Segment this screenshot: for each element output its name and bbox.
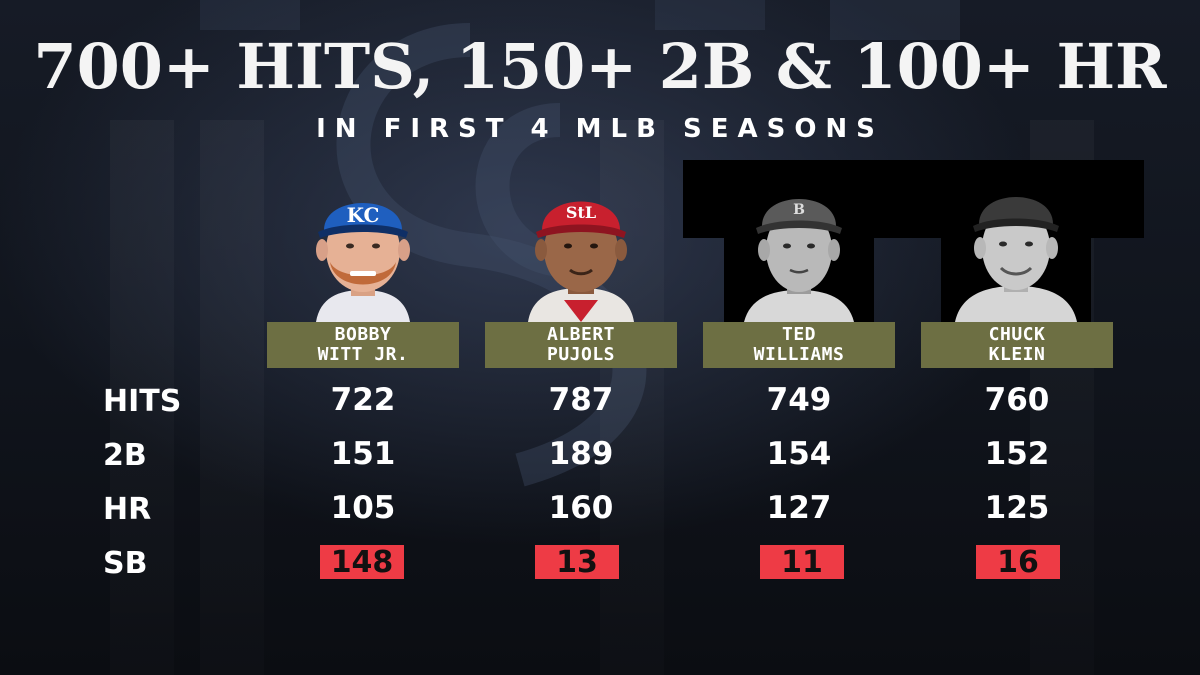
stat-home-runs: 125	[984, 490, 1050, 526]
player-first-line: TED	[781, 324, 816, 345]
stat-home-runs: 127	[766, 490, 832, 526]
stat-home-runs: 160	[548, 490, 614, 526]
player-photo-bobby-witt-jr: KC	[288, 180, 438, 322]
stat-stolen-bases-highlight: 11	[760, 545, 844, 580]
stat-doubles: 151	[330, 436, 396, 472]
stat-stolen-bases-highlight: 13	[535, 545, 619, 580]
row-label-home-runs: HR	[103, 492, 152, 527]
stat-hits: 787	[548, 382, 614, 418]
cap-logo: StL	[566, 203, 596, 222]
name-plate-chuck-klein: CHUCK KLEIN	[921, 322, 1113, 368]
stat-doubles: 154	[766, 436, 832, 472]
player-first-line: ALBERT	[546, 324, 616, 345]
player-photo-chuck-klein	[941, 180, 1091, 322]
page-title: 700+ HITS, 150+ 2B & 100+ HR	[33, 30, 1167, 103]
cap-logo: KC	[347, 203, 380, 227]
row-label-hits: HITS	[103, 384, 182, 419]
stat-home-runs: 105	[330, 490, 396, 526]
name-plate-bobby-witt-jr: BOBBY WITT JR.	[267, 322, 459, 368]
stat-hits: 760	[984, 382, 1050, 418]
background-stripe	[110, 120, 174, 675]
stat-hits: 722	[330, 382, 396, 418]
player-second-line: KLEIN	[988, 344, 1046, 365]
stat-doubles: 152	[984, 436, 1050, 472]
row-label-doubles: 2B	[103, 438, 147, 473]
page-subtitle: IN FIRST 4 MLB SEASONS	[316, 114, 884, 144]
row-label-stolen-bases: SB	[103, 546, 148, 581]
stat-hits: 749	[766, 382, 832, 418]
name-plate-ted-williams: TED WILLIAMS	[703, 322, 895, 368]
stat-stolen-bases-highlight: 148	[320, 545, 404, 580]
player-photo-ted-williams: B	[724, 180, 874, 322]
name-plate-albert-pujols: ALBERT PUJOLS	[485, 322, 677, 368]
player-second-line: WITT JR.	[317, 344, 409, 365]
player-photo-albert-pujols: StL	[506, 180, 656, 322]
player-first-line: BOBBY	[334, 324, 392, 345]
stat-stolen-bases-highlight: 16	[976, 545, 1060, 580]
cap-logo: B	[793, 202, 805, 218]
stat-doubles: 189	[548, 436, 614, 472]
player-first-line: CHUCK	[988, 324, 1046, 345]
background-stripe	[200, 120, 264, 675]
player-second-line: PUJOLS	[546, 344, 616, 365]
player-second-line: WILLIAMS	[753, 344, 845, 365]
